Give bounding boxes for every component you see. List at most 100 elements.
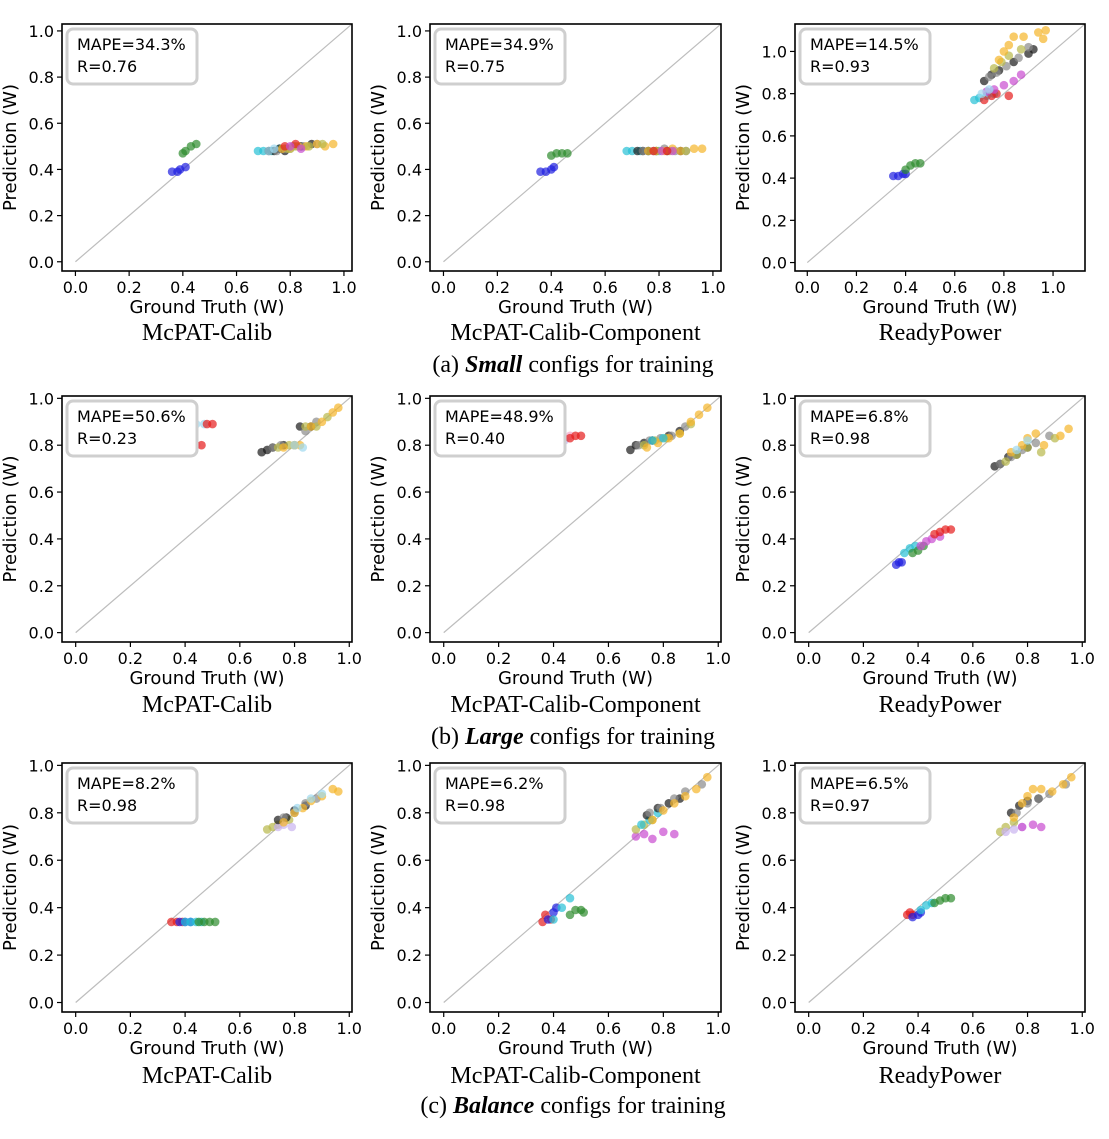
point-orange [334,787,343,796]
point-gray [1031,438,1041,448]
point-magenta [1036,822,1046,832]
y-tick-label: 0.6 [762,127,787,146]
x-tick-label: 0.2 [486,649,511,668]
y-tick-label: 0.8 [762,85,787,104]
x-tick-label: 0.8 [646,278,671,297]
x-tick-label: 0.4 [172,649,197,668]
y-tick-label: 0.0 [762,994,787,1013]
x-tick-label: 0.2 [118,649,143,668]
y-tick-label: 0.2 [397,946,422,965]
y-tick-label: 0.4 [397,899,422,918]
method-title: McPAT-Calib [142,1063,272,1089]
point-lightblue [977,89,987,98]
chart-panel-4: 0.0 0.2 0.4 0.6 0.8 1.0 0.0 0.2 0.4 0.6 0.8 1.0 Grou… [0,389,362,718]
x-axis-label: Ground Truth (W) [498,668,653,689]
x-tick-label: 0.4 [539,278,564,297]
identity-line [808,763,1085,1003]
x-tick-label: 0.0 [431,1019,456,1038]
y-axis-label: Prediction (W) [368,824,389,951]
point-orange [999,47,1009,56]
r-label: R=0.98 [445,796,505,815]
y-tick-label: 0.6 [397,851,422,870]
r-label: R=0.40 [445,429,505,448]
y-axis-label: Prediction (W) [0,824,21,951]
x-tick-label: 1.0 [1040,278,1065,297]
point-lightblue [269,144,279,153]
point-orange [334,403,343,413]
point-orange [670,799,679,808]
y-tick-label: 0.6 [762,483,787,502]
point-gray [984,72,994,82]
point-orange [306,422,316,431]
y-tick-label: 0.6 [762,851,787,870]
x-tick-label: 0.0 [795,278,820,297]
point-cyan [557,903,567,912]
x-tick-label: 0.4 [541,649,566,668]
y-tick-label: 0.6 [397,483,422,502]
y-axis-label: Prediction (W) [368,456,389,583]
point-orange [697,144,707,153]
y-tick-label: 0.4 [29,530,54,549]
method-title: McPAT-Calib-Component [450,1063,701,1089]
point-magenta [1016,70,1026,79]
point-olive [989,64,999,73]
x-axis-label: Ground Truth (W) [129,297,284,318]
point-magenta [285,142,295,151]
point-orange [1041,26,1050,35]
point-orange [279,443,288,452]
y-tick-label: 0.0 [397,253,422,272]
mape-label: MAPE=6.2% [445,774,544,793]
chart-panel-7: 0.0 0.2 0.4 0.6 0.8 1.0 0.0 0.2 0.4 0.6 0.8 1.0 Grou… [0,756,362,1089]
point-orange [317,417,327,427]
point-red [1004,91,1014,101]
y-tick-label: 1.0 [29,22,54,41]
mape-label: MAPE=34.9% [445,35,554,54]
x-tick-label: 0.6 [592,278,617,297]
point-orange [1064,424,1073,434]
mape-label: MAPE=50.6% [77,407,186,426]
y-tick-label: 0.2 [762,211,787,230]
y-axis-label: Prediction (W) [368,84,389,211]
x-tick-label: 0.0 [63,278,88,297]
point-orange [659,806,668,815]
y-tick-label: 0.2 [762,946,787,965]
identity-line [75,396,352,634]
stats-box [433,399,567,458]
point-orange [694,410,704,420]
point-cyan [659,433,668,443]
chart-panel-3: 0.0 0.2 0.4 0.6 0.8 1.0 0.0 0.2 0.4 0.6 0.8 1.0 Grou… [733,23,1086,346]
y-tick-label: 0.8 [397,68,422,87]
point-orange [1036,784,1046,794]
point-red [662,146,672,156]
x-tick-label: 1.0 [1070,649,1095,668]
scatter-points [891,424,1073,569]
y-axis-label: Prediction (W) [733,824,754,951]
chart-panel-2: 0.0 0.2 0.4 0.6 0.8 1.0 0.0 0.2 0.4 0.6 0.8 1.0 Grou… [368,22,726,346]
point-orange [1017,799,1027,808]
r-label: R=0.93 [810,57,870,76]
y-tick-label: 0.4 [762,530,787,549]
x-tick-label: 0.0 [796,649,821,668]
x-axis-label: Ground Truth (W) [498,297,653,318]
x-tick-label: 0.6 [596,649,621,668]
x-tick-label: 1.0 [337,649,362,668]
mape-label: MAPE=14.5% [810,35,919,54]
y-tick-label: 0.2 [397,577,422,596]
mape-label: MAPE=48.9% [445,407,554,426]
x-tick-label: 0.2 [844,278,869,297]
point-orange [1058,780,1068,789]
point-blue [549,162,559,172]
x-tick-label: 0.8 [1015,1019,1040,1038]
chart-panel-8: 0.0 0.2 0.4 0.6 0.8 1.0 0.0 0.2 0.4 0.6 0.8 1.0 Grou… [368,756,731,1089]
y-tick-label: 0.2 [762,577,787,596]
point-olive [1036,447,1046,457]
point-orange [1019,32,1028,41]
x-tick-label: 0.8 [282,649,307,668]
point-lightblue [290,440,299,450]
x-tick-label: 0.2 [851,1019,876,1038]
plot-frame [429,395,722,643]
y-axis-label: Prediction (W) [0,84,21,211]
x-tick-label: 0.8 [282,1019,307,1038]
x-tick-label: 0.0 [63,649,88,668]
x-axis-label: Ground Truth (W) [498,1038,653,1059]
